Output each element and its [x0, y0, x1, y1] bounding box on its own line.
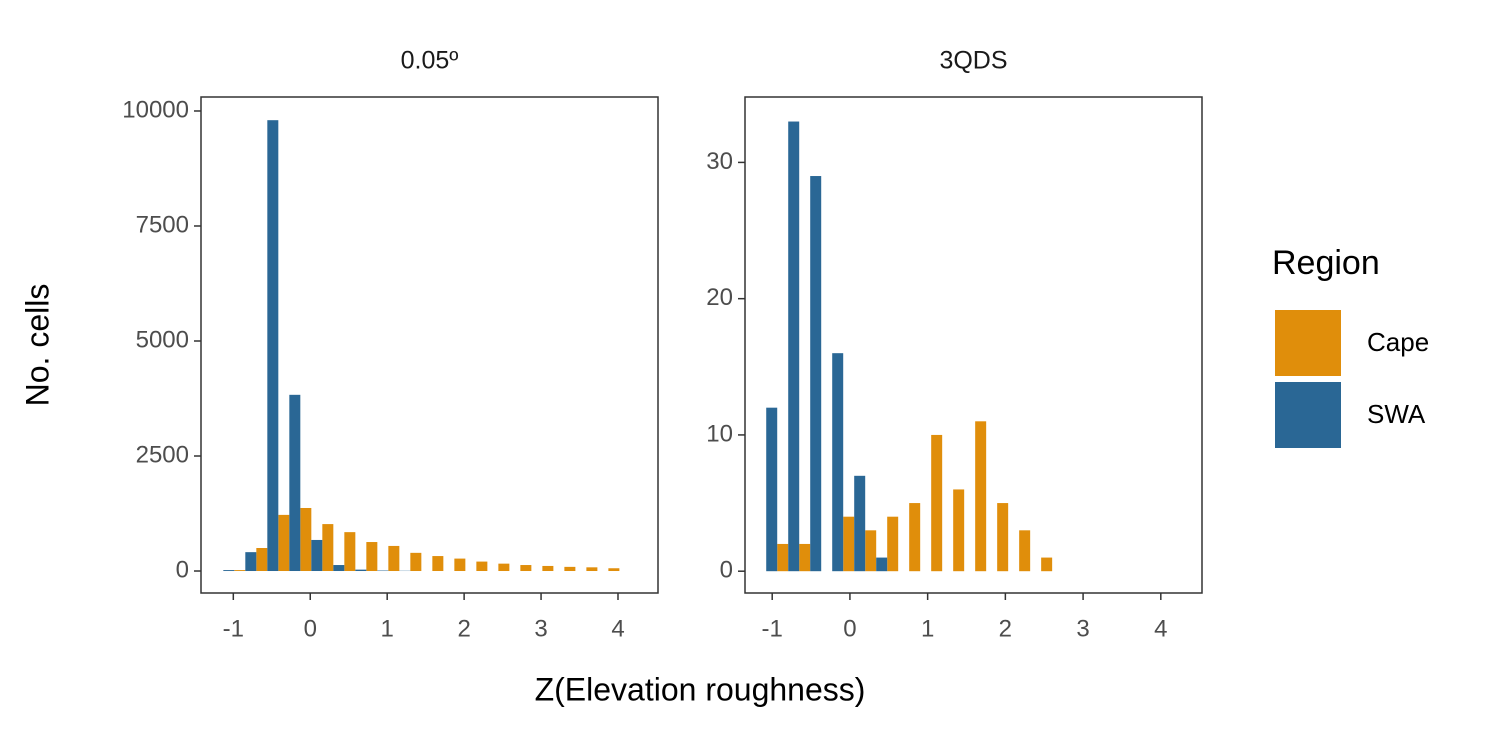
bar	[564, 566, 576, 572]
bar	[256, 548, 268, 572]
bar	[887, 516, 899, 572]
bar	[355, 569, 367, 572]
bar	[278, 514, 290, 572]
bar	[810, 176, 822, 572]
bar	[909, 503, 921, 572]
bar	[832, 353, 844, 572]
bar	[322, 524, 334, 572]
facet-title: 3QDS	[939, 47, 1007, 75]
x-tick-label: 0	[304, 615, 317, 642]
bar	[311, 539, 323, 572]
panel-border	[744, 96, 1203, 594]
bar	[300, 507, 312, 572]
x-tick-label: 2	[457, 615, 470, 642]
x-tick-label: 2	[999, 615, 1012, 642]
bar	[1041, 557, 1053, 572]
bar	[498, 563, 510, 572]
bar	[542, 565, 554, 572]
bar	[931, 434, 943, 572]
x-axis-title: Z(Elevation roughness)	[535, 671, 866, 707]
y-tick-label: 7500	[136, 211, 189, 238]
bar	[289, 394, 301, 572]
bar	[843, 516, 855, 572]
y-tick-label: 2500	[136, 441, 189, 468]
y-tick-label: 20	[706, 284, 733, 311]
bar	[608, 568, 620, 572]
bar	[333, 565, 345, 572]
bar	[454, 558, 466, 572]
legend-label: SWA	[1367, 399, 1426, 429]
legend-title: Region	[1272, 244, 1380, 282]
bar	[1019, 530, 1031, 572]
bar	[223, 570, 235, 572]
bar	[777, 543, 789, 572]
x-tick-label: 0	[843, 615, 856, 642]
y-axis-title: No. cells	[19, 284, 55, 407]
y-tick-label: 0	[176, 556, 189, 583]
bar	[410, 552, 422, 572]
x-tick-label: -1	[762, 615, 783, 642]
y-tick-label: 10	[706, 420, 733, 447]
panel-border	[200, 96, 659, 594]
x-tick-label: -1	[223, 615, 244, 642]
bar	[520, 565, 532, 572]
y-tick-label: 5000	[136, 326, 189, 353]
bar	[788, 121, 800, 572]
bar	[432, 556, 444, 572]
bar	[344, 532, 356, 572]
facet-title: 0.05º	[401, 47, 459, 75]
x-tick-label: 3	[1076, 615, 1089, 642]
y-tick-label: 30	[706, 148, 733, 175]
bar	[476, 561, 488, 572]
legend-key	[1275, 382, 1341, 448]
x-tick-label: 4	[1154, 615, 1167, 642]
bar	[267, 120, 279, 572]
x-tick-label: 1	[921, 615, 934, 642]
bar	[799, 543, 811, 572]
bar	[975, 421, 987, 572]
legend-key	[1275, 310, 1341, 376]
bar	[997, 503, 1009, 572]
bar	[245, 552, 257, 572]
y-tick-label: 0	[720, 557, 733, 584]
bar	[586, 567, 598, 572]
legend-label: Cape	[1367, 327, 1429, 357]
bar	[388, 545, 400, 572]
bar	[865, 530, 877, 572]
bar	[953, 489, 965, 572]
bar	[876, 557, 888, 572]
x-tick-label: 1	[381, 615, 394, 642]
x-tick-label: 3	[534, 615, 547, 642]
y-tick-label: 10000	[122, 96, 189, 123]
bar	[366, 542, 378, 572]
bar	[234, 570, 246, 572]
bar	[854, 475, 866, 572]
x-tick-label: 4	[611, 615, 624, 642]
bar	[766, 407, 778, 572]
